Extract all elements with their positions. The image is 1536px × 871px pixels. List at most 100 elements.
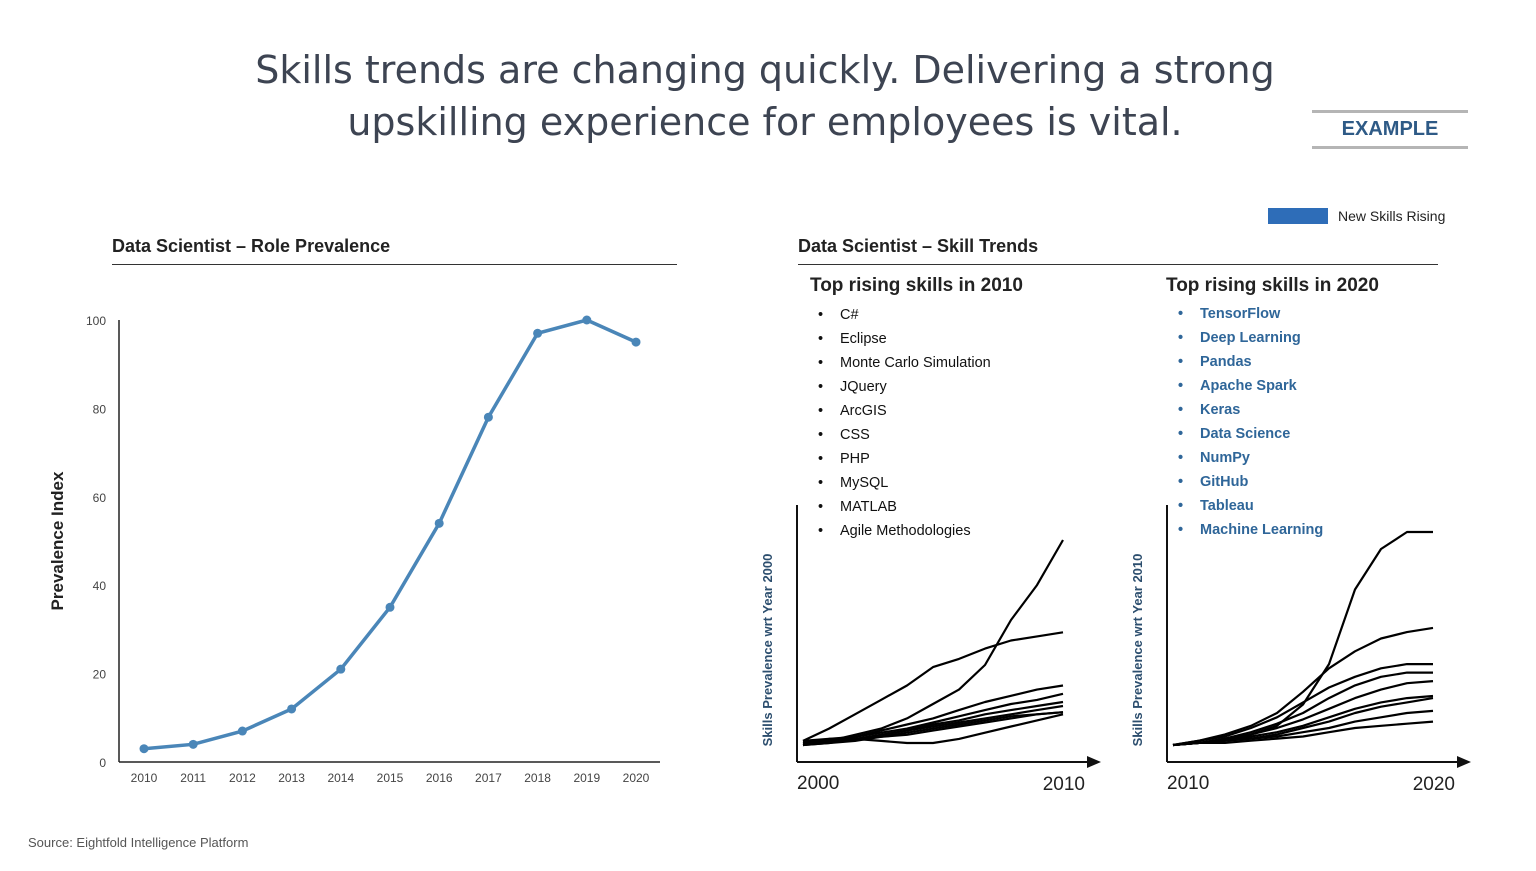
series-line [802,711,1064,747]
legend-label: New Skills Rising [1338,208,1446,224]
skill-label: CSS [840,427,870,443]
skill-item: • Agile Methodologies [810,519,991,543]
x-tick-label: 2011 [180,771,206,785]
bullet-icon: • [1178,354,1184,370]
skill-label: Eclipse [840,331,887,347]
legend-swatch [1268,208,1328,224]
bullet-icon: • [1178,402,1184,418]
data-point [631,337,641,347]
list-2020: • TensorFlow • Deep Learning • Pandas • Apache … [1170,302,1323,542]
skill-label: Deep Learning [1200,330,1301,346]
skill-label: PHP [840,451,870,467]
data-point [287,704,297,714]
bullet-icon: • [1178,426,1184,442]
skill-label: C# [840,307,859,323]
role-prevalence-chart: 0 20 40 60 80 100 2010 2011 2012 2013 2014 2015 2016… [48,314,660,785]
skill-item: • Apache Spark [1170,374,1323,398]
skill-item: • C# [810,303,991,327]
skill-trends-2020-chart: Skills Prevalence wrt Year 2010 2010 2020 [1130,505,1471,795]
skill-item: • Eclipse [810,327,991,351]
bullet-icon: • [1178,450,1184,466]
skill-item: • Pandas [1170,350,1323,374]
bullet-icon: • [818,307,824,323]
x-tick-label: 2015 [377,771,404,785]
series-line [802,711,1064,745]
skill-label: Agile Methodologies [840,523,971,539]
skill-label: NumPy [1200,450,1250,466]
bullet-icon: • [1178,498,1184,514]
bullet-icon: • [818,499,824,515]
series-line [143,318,637,751]
series-line [1172,671,1433,747]
y-axis-label: Skills Prevalence wrt Year 2000 [760,554,775,747]
right-divider [798,264,1438,265]
skill-item: • NumPy [1170,446,1323,470]
data-point [237,726,247,736]
data-point [139,744,149,754]
series-line [1172,720,1434,747]
skill-label: Pandas [1200,354,1252,370]
x-tick-label: 2014 [327,771,354,785]
left-divider [112,264,677,265]
data-point [582,315,592,325]
y-axis-label: Prevalence Index [48,471,67,610]
right-section-title: Data Scientist – Skill Trends [798,236,1039,256]
x-tick-label: 2000 [797,773,839,794]
bullet-icon: • [818,451,824,467]
x-tick-label: 2010 [1043,774,1085,795]
skill-label: ArcGIS [840,403,887,419]
bullet-icon: • [818,475,824,491]
series-line [1172,663,1433,747]
bullet-icon: • [1178,474,1184,490]
skill-item: • TensorFlow [1170,302,1323,326]
x-tick-label: 2019 [573,771,600,785]
skill-item: • MATLAB [810,495,991,519]
left-section-title: Data Scientist – Role Prevalence [112,236,391,256]
bullet-icon: • [818,403,824,419]
data-point [188,739,198,749]
x-axis-arrow-icon [1457,756,1471,768]
skill-label: Keras [1200,402,1241,418]
series-line [802,631,1064,742]
skill-item: • Tableau [1170,494,1323,518]
data-point [483,412,493,422]
x-tick-label: 2010 [131,771,158,785]
slide-title: Skills trends are changing quickly. Deli… [200,44,1330,148]
bullet-icon: • [1178,522,1184,538]
source-note: Source: Eightfold Intelligence Platform [28,835,249,850]
skill-label: TensorFlow [1200,306,1281,322]
skill-label: GitHub [1200,474,1249,490]
x-axis-arrow-icon [1087,756,1101,768]
skill-item: • ArcGIS [810,399,991,423]
bullet-icon: • [818,523,824,539]
y-tick-label: 20 [93,668,107,682]
y-tick-label: 60 [93,491,107,505]
skill-item: • Machine Learning [1170,518,1323,542]
y-tick-label: 0 [99,756,106,770]
skill-label: Apache Spark [1200,378,1297,394]
x-tick-label: 2017 [475,771,502,785]
bullet-icon: • [818,331,824,347]
list-2010-title: Top rising skills in 2010 [810,275,1023,296]
series-line [1172,626,1434,747]
bullet-icon: • [818,427,824,443]
skill-trends-2010-chart: Skills Prevalence wrt Year 2000 2000 2010 [760,505,1101,795]
skill-label: JQuery [840,379,887,395]
y-tick-label: 80 [93,402,107,416]
example-badge: EXAMPLE [1312,110,1468,149]
skill-item: • GitHub [1170,470,1323,494]
data-point [336,664,346,674]
bullet-icon: • [1178,378,1184,394]
skill-label: MATLAB [840,499,897,515]
skill-label: MySQL [840,475,889,491]
data-point [434,518,444,528]
skill-label: Data Science [1200,426,1291,442]
bullet-icon: • [1178,330,1184,346]
skill-label: Tableau [1200,498,1254,514]
skill-item: • CSS [810,423,991,447]
x-tick-label: 2013 [278,771,305,785]
skill-item: • Data Science [1170,422,1323,446]
bullet-icon: • [818,379,824,395]
